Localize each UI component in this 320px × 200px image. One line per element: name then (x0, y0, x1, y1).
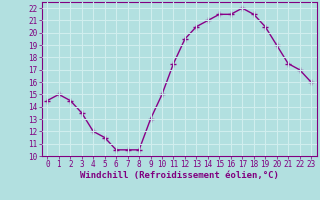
X-axis label: Windchill (Refroidissement éolien,°C): Windchill (Refroidissement éolien,°C) (80, 171, 279, 180)
